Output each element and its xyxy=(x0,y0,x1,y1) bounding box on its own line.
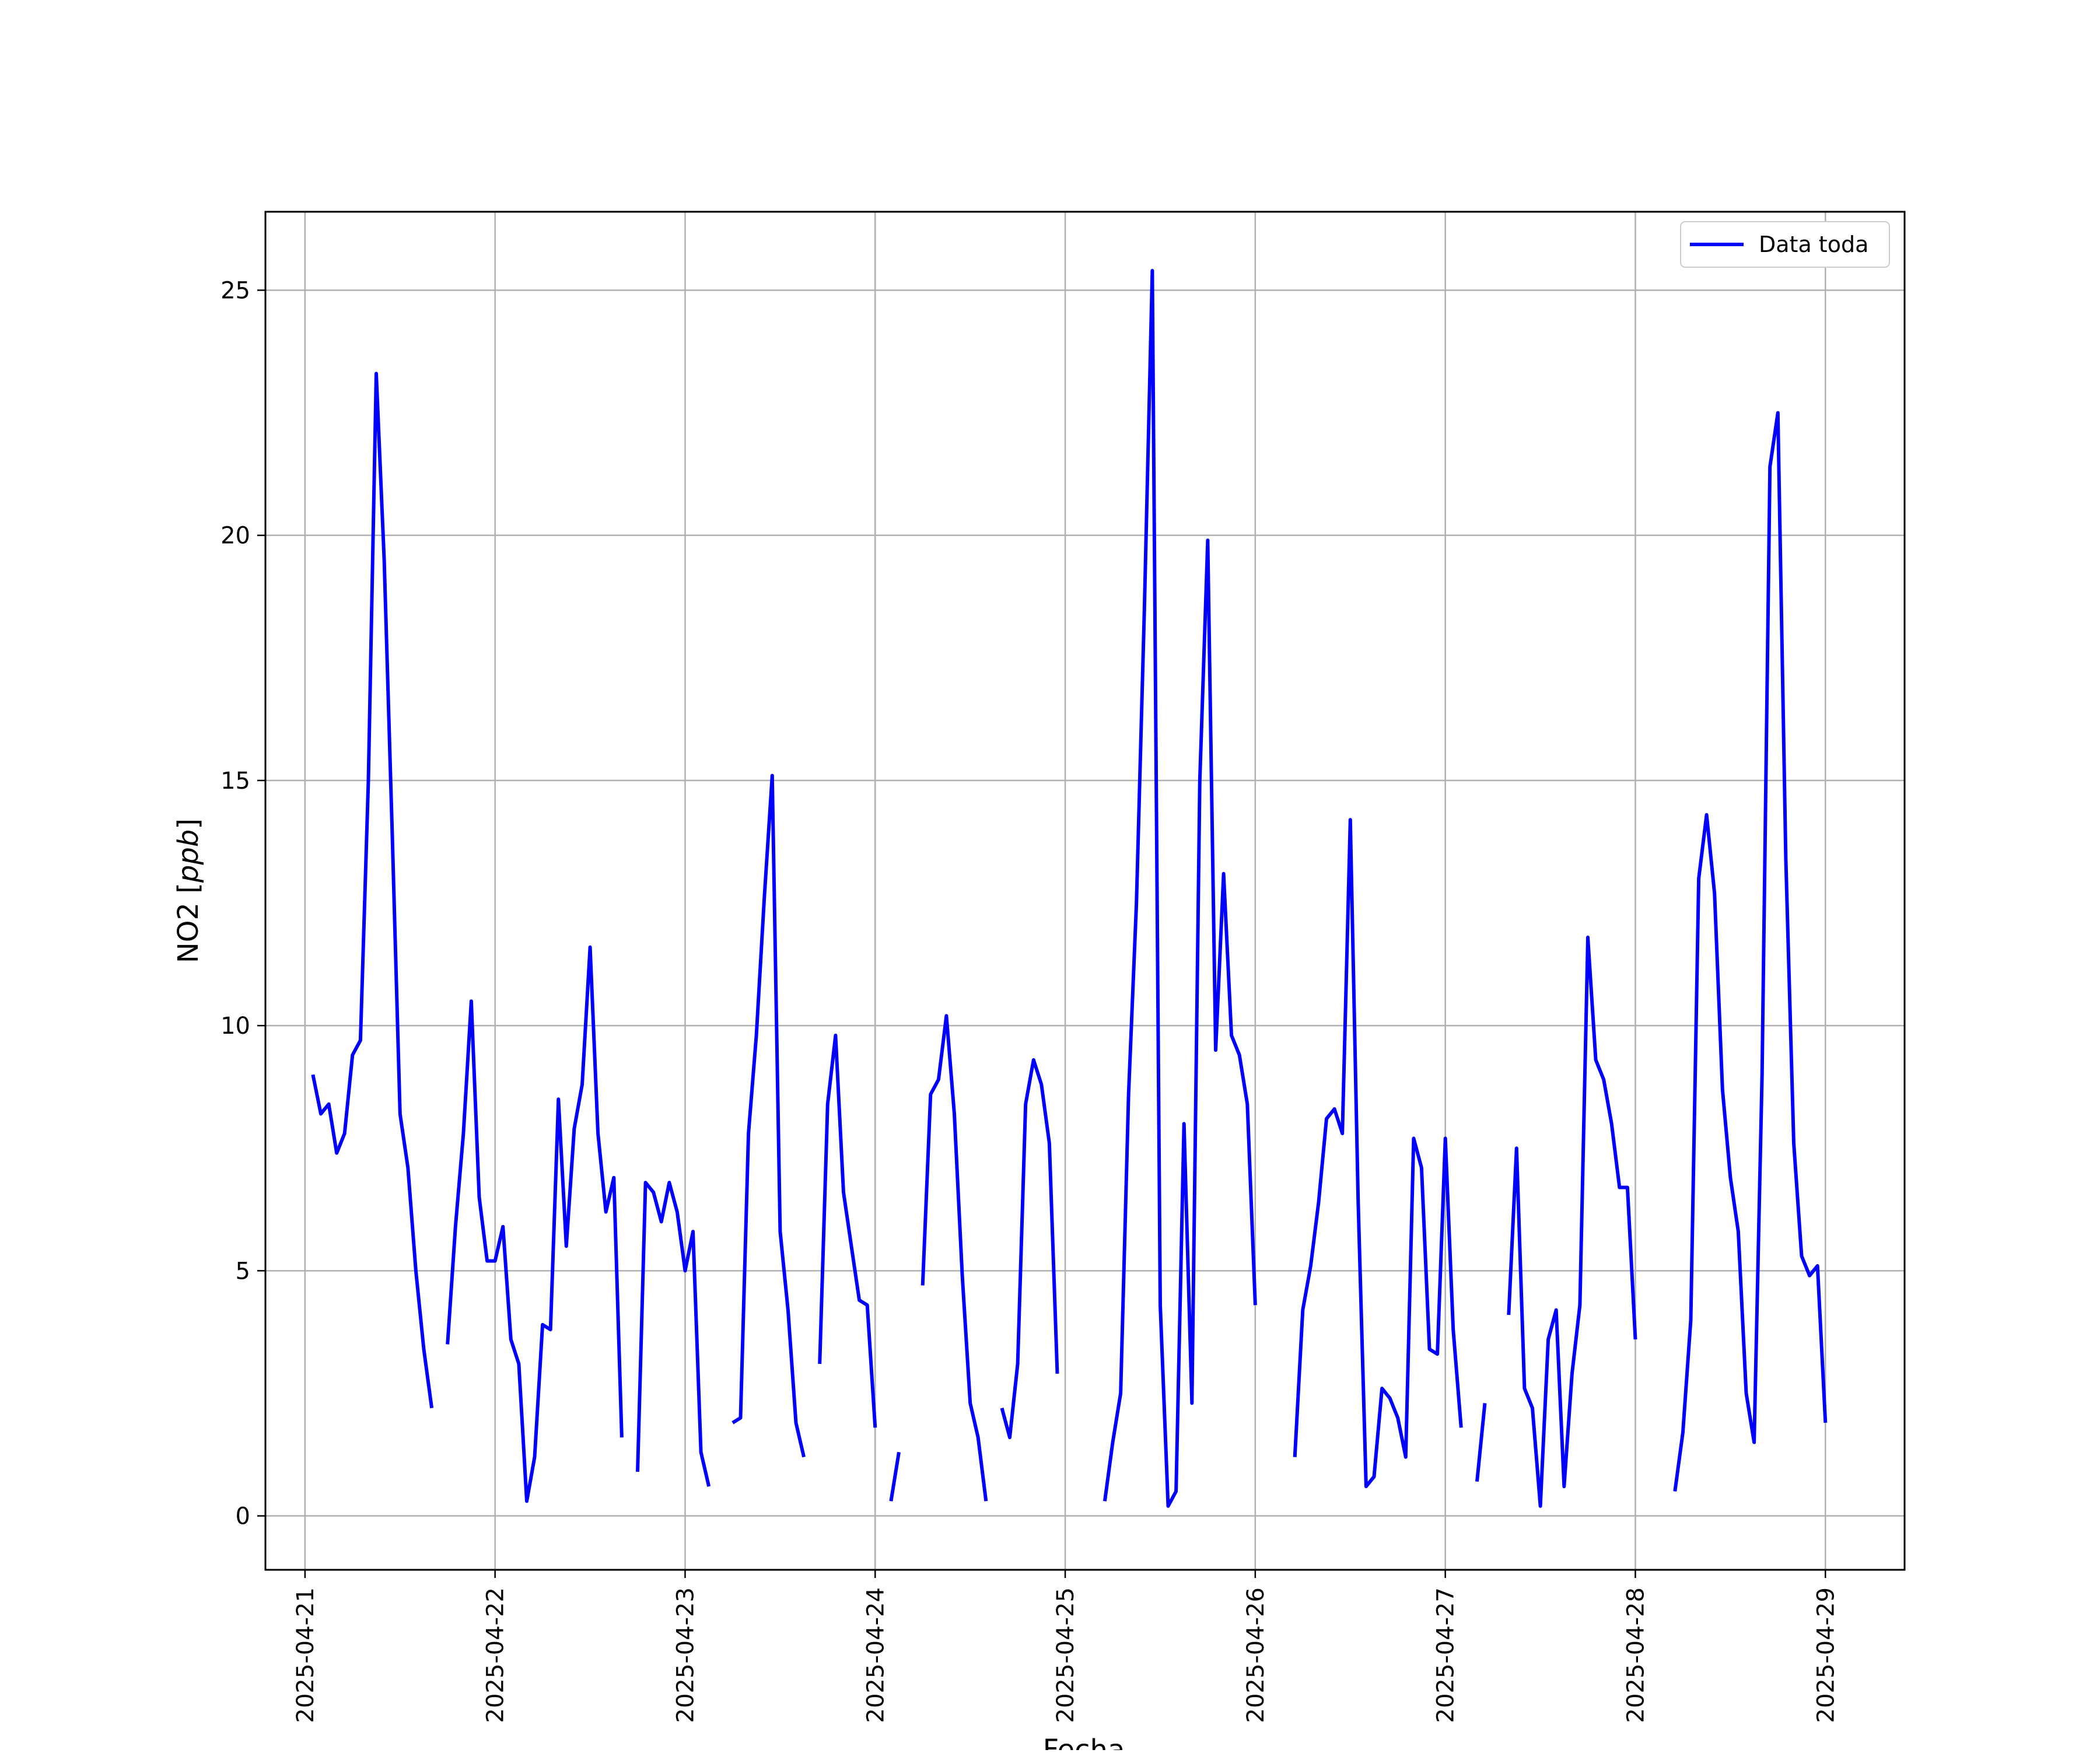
series-line-segment xyxy=(1000,1058,1059,1440)
y-axis-label: NO2 [ppb] xyxy=(172,818,205,963)
x-tick-label: 2025-04-29 xyxy=(1812,1587,1839,1723)
y-tick-label: 0 xyxy=(236,1503,250,1530)
series-line-segment xyxy=(732,774,806,1458)
grid-layer xyxy=(265,212,1905,1570)
series-line-segment xyxy=(889,1451,901,1502)
y-tick-label: 25 xyxy=(220,277,250,304)
x-tick-label: 2025-04-24 xyxy=(862,1587,889,1723)
series-line-segment xyxy=(1475,1403,1487,1482)
x-tick-label: 2025-04-21 xyxy=(292,1587,319,1723)
legend-box xyxy=(1680,221,1890,268)
plot-frame xyxy=(264,211,1906,1571)
legend-label: Data toda xyxy=(1759,232,1868,257)
legend: Data toda xyxy=(1680,221,1890,268)
x-tick-label: 2025-04-27 xyxy=(1433,1587,1460,1723)
y-axis-label-prefix: NO2 [ xyxy=(172,883,205,963)
x-axis-label: Fecha xyxy=(1043,1734,1125,1750)
y-axis-label-suffix: ] xyxy=(172,818,205,830)
series-line-segment xyxy=(1673,411,1828,1492)
series-line-segment xyxy=(311,372,434,1409)
y-tick-label: 15 xyxy=(220,768,250,795)
series-line-segment xyxy=(636,1181,711,1487)
y-tick-label: 20 xyxy=(220,523,250,550)
x-tick-label: 2025-04-25 xyxy=(1052,1587,1079,1723)
x-tick-label: 2025-04-22 xyxy=(482,1587,509,1723)
series-line-segment xyxy=(1293,818,1463,1489)
tick-layer: 2025-04-21 2025-04-22 2025-04-23 2025-04-24… xyxy=(220,277,1839,1723)
series-line-segment xyxy=(818,1033,877,1428)
y-tick-label: 5 xyxy=(236,1258,250,1285)
data-layer xyxy=(311,268,1828,1508)
y-tick-label: 10 xyxy=(220,1013,250,1040)
series-line-segment xyxy=(1102,268,1257,1508)
x-tick-label: 2025-04-28 xyxy=(1622,1587,1649,1723)
series-line-segment xyxy=(921,1014,988,1502)
y-axis-label-unit: ppb xyxy=(172,830,205,883)
series-line-segment xyxy=(446,945,624,1503)
x-tick-label: 2025-04-26 xyxy=(1242,1587,1269,1723)
series-line-segment xyxy=(1507,935,1637,1508)
x-tick-label: 2025-04-23 xyxy=(672,1587,699,1723)
